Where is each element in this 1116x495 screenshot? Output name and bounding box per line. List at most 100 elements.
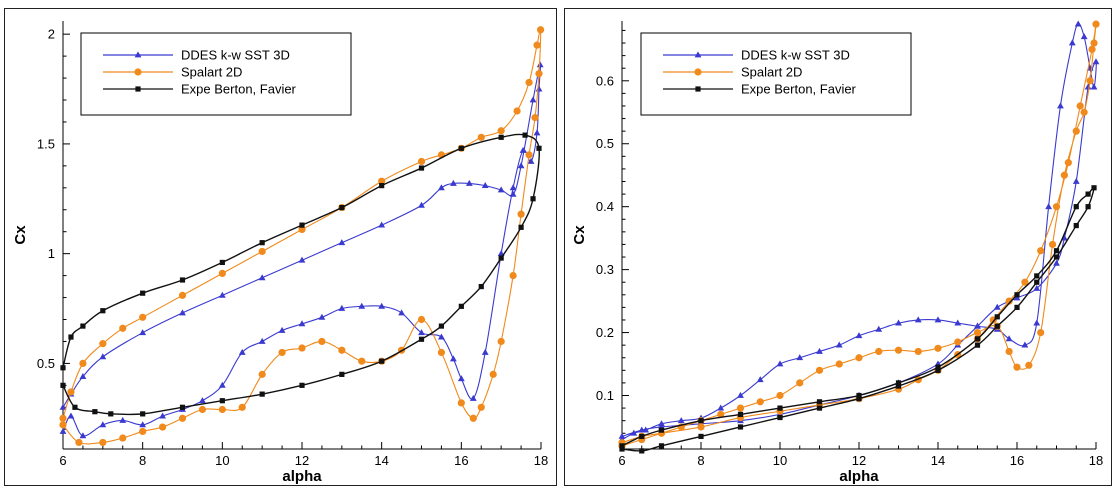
data-point-spalart [1060, 171, 1068, 179]
data-point-spalart [914, 347, 922, 356]
data-point-spalart [776, 391, 784, 400]
data-point-spalart [1090, 39, 1098, 47]
data-point-ddes [258, 274, 266, 281]
data-point-spalart [258, 247, 266, 256]
y-axis-label: Cx [12, 225, 29, 245]
data-point-expe [816, 405, 823, 411]
x-tick-label: 16 [1010, 453, 1024, 468]
data-point-ddes [535, 85, 543, 92]
data-point-ddes [536, 61, 544, 68]
data-point-spalart [417, 315, 426, 324]
x-tick-label: 12 [852, 453, 866, 468]
data-point-spalart [697, 423, 705, 431]
data-point-ddes [481, 182, 489, 189]
data-point-ddes [1074, 20, 1082, 27]
data-point-spalart [1037, 328, 1045, 337]
data-point-ddes [658, 420, 665, 427]
data-point-ddes [238, 348, 246, 355]
data-point-ddes [618, 432, 626, 439]
legend-label-ddes: DDES k-w SST 3D [181, 48, 290, 63]
data-point-spalart [815, 366, 824, 374]
data-point-ddes [218, 291, 226, 298]
data-point-spalart [1037, 247, 1045, 255]
left-chart-svg: 6 8 10 12 14 16 18 0.5 1 1.5 2 alpha Cx DDES k-w SST … [12, 21, 548, 485]
data-point-ddes [1068, 39, 1076, 46]
x-tick-label: 8 [697, 453, 704, 468]
data-point-expe [619, 446, 625, 452]
data-point-spalart [509, 272, 517, 280]
data-point-expe [100, 308, 106, 314]
data-point-expe [658, 427, 665, 433]
data-point-spalart [75, 438, 83, 447]
data-point-expe [1034, 279, 1040, 285]
data-point-expe [1085, 191, 1091, 197]
data-point-expe [1085, 204, 1091, 210]
data-point-ddes [717, 404, 725, 411]
data-point-expe [60, 365, 66, 371]
data-point-ddes [159, 412, 166, 419]
data-point-expe [935, 367, 941, 373]
data-point-expe [438, 323, 445, 329]
data-point-ddes [1045, 203, 1052, 210]
data-point-ddes [139, 329, 147, 336]
data-point-spalart [489, 370, 497, 378]
data-point-ddes [1090, 83, 1098, 90]
legend-label-expe: Expe Berton, Favier [741, 82, 857, 97]
data-point-ddes [756, 376, 764, 383]
data-point-spalart [1025, 361, 1033, 369]
data-point-spalart [139, 427, 147, 436]
data-point-spalart [497, 127, 505, 135]
data-point-spalart [457, 399, 465, 407]
series-line-ddes [62, 64, 542, 437]
data-point-expe [458, 303, 464, 309]
data-point-expe [478, 283, 484, 290]
data-point-spalart [318, 337, 326, 346]
data-point-expe [60, 382, 66, 388]
data-point-spalart [178, 291, 187, 299]
data-point-expe [219, 259, 225, 266]
data-point-ddes [1005, 335, 1013, 342]
data-point-expe [1034, 273, 1040, 279]
data-point-spalart [99, 438, 107, 447]
data-point-ddes [1084, 83, 1092, 90]
data-point-ddes [418, 201, 425, 208]
data-point-expe [259, 240, 265, 246]
data-point-expe [639, 433, 645, 440]
data-point-expe [974, 342, 981, 348]
data-point-expe [518, 224, 524, 230]
data-point-spalart [437, 348, 446, 357]
data-point-spalart [139, 313, 147, 321]
data-point-expe [140, 411, 146, 417]
series-line-expe [621, 186, 1095, 452]
x-tick-label: 10 [215, 453, 229, 468]
legend-label-ddes: DDES k-w SST 3D [741, 48, 850, 63]
data-point-ddes [875, 325, 883, 332]
data-point-expe [339, 204, 345, 211]
x-tick-label: 6 [618, 453, 625, 468]
data-point-spalart [1088, 45, 1096, 53]
data-point-spalart [298, 344, 306, 352]
data-point-ddes [457, 375, 465, 382]
data-point-spalart [855, 354, 863, 362]
data-point-spalart [517, 210, 525, 218]
data-point-spalart [477, 403, 485, 411]
data-point-spalart [1080, 108, 1088, 116]
data-point-spalart [497, 337, 505, 346]
data-point-spalart [178, 414, 187, 422]
x-axis-label: alpha [839, 468, 879, 485]
data-point-expe [299, 222, 305, 228]
x-axis-label: alpha [282, 468, 322, 485]
data-point-ddes [469, 394, 477, 401]
data-point-ddes [79, 372, 87, 379]
data-point-ddes [338, 239, 346, 246]
data-point-spalart [537, 26, 545, 34]
data-point-spalart [736, 404, 745, 412]
y-axis-label: Cx [571, 225, 588, 245]
data-point-expe [1073, 204, 1079, 210]
legend-label-spalart: Spalart 2D [181, 65, 242, 80]
data-point-expe [379, 183, 385, 189]
data-point-ddes [1080, 33, 1088, 40]
data-point-ddes [398, 309, 405, 316]
data-point-spalart [717, 410, 725, 418]
data-point-spalart [218, 405, 226, 414]
